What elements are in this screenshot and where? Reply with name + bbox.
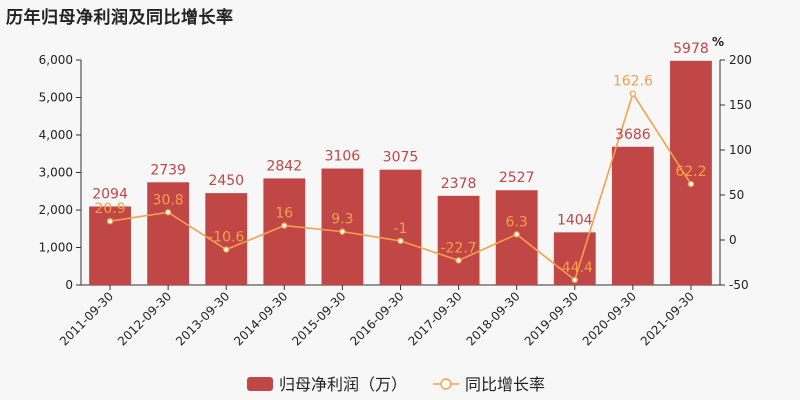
bar-data-label: 2378 bbox=[441, 176, 477, 192]
x-tick-label: 2011-09-30 bbox=[57, 289, 116, 348]
growth-data-label: 6.3 bbox=[506, 214, 528, 230]
growth-point bbox=[687, 180, 695, 188]
y-right-tick-label: -50 bbox=[729, 278, 749, 292]
y-left-tick-label: 2,000 bbox=[39, 203, 73, 217]
growth-data-label: -22.7 bbox=[440, 240, 476, 256]
y-left-tick-label: 5,000 bbox=[39, 91, 73, 105]
bar bbox=[495, 190, 538, 285]
y-left-tick-label: 4,000 bbox=[39, 128, 73, 142]
x-tick-label: 2017-09-30 bbox=[405, 289, 464, 348]
bar bbox=[379, 169, 422, 285]
growth-data-label: 30.8 bbox=[153, 192, 184, 208]
bar-data-label: 2094 bbox=[92, 186, 128, 202]
bar-data-label: 2450 bbox=[208, 173, 244, 189]
growth-data-label: -1 bbox=[394, 221, 408, 237]
bar bbox=[670, 60, 712, 286]
bar-data-label: 3686 bbox=[615, 127, 651, 143]
x-tick-label: 2021-09-30 bbox=[638, 289, 697, 348]
x-tick-label: 2018-09-30 bbox=[464, 289, 523, 348]
x-tick-label: 2014-09-30 bbox=[231, 289, 290, 348]
x-tick-label: 2019-09-30 bbox=[522, 289, 581, 348]
bar bbox=[205, 193, 248, 285]
growth-point bbox=[339, 228, 346, 235]
growth-data-label: 9.3 bbox=[331, 212, 353, 228]
x-tick-label: 2020-09-30 bbox=[580, 289, 639, 348]
x-tick-label: 2016-09-30 bbox=[347, 289, 406, 348]
growth-point bbox=[513, 231, 520, 238]
legend-line-marker bbox=[440, 378, 452, 390]
growth-point bbox=[397, 237, 404, 245]
y-right-tick-label: 150 bbox=[729, 98, 752, 112]
bar-data-label: 1404 bbox=[557, 212, 593, 228]
growth-data-label: 162.6 bbox=[613, 74, 653, 90]
legend-bar-label: 归母净利润（万） bbox=[279, 375, 407, 394]
y-right-tick-label: 100 bbox=[729, 143, 752, 157]
growth-point bbox=[281, 222, 288, 229]
x-tick-label: 2015-09-30 bbox=[289, 289, 348, 348]
y-right-unit-label: % bbox=[712, 35, 724, 49]
y-right-tick-label: 50 bbox=[729, 188, 744, 202]
y-left-tick-label: 0 bbox=[65, 278, 73, 292]
bar bbox=[437, 195, 480, 285]
bar bbox=[321, 168, 364, 285]
growth-point bbox=[455, 257, 462, 264]
bar-data-label: 3075 bbox=[383, 150, 419, 166]
bar bbox=[553, 232, 596, 285]
x-tick-label: 2013-09-30 bbox=[173, 289, 232, 348]
growth-point bbox=[106, 217, 114, 225]
bar-data-label: 5978 bbox=[673, 41, 709, 57]
growth-data-label: -44.4 bbox=[557, 260, 593, 276]
chart-title: 历年归母净利润及同比增长率 bbox=[6, 8, 234, 28]
growth-data-label: -10.6 bbox=[208, 230, 244, 246]
legend-bar-swatch bbox=[247, 377, 273, 391]
y-right-tick-label: 200 bbox=[729, 53, 752, 67]
bar bbox=[611, 146, 654, 285]
x-tick-label: 2012-09-30 bbox=[115, 289, 174, 348]
growth-point bbox=[223, 246, 230, 253]
bar-data-label: 2842 bbox=[266, 158, 302, 174]
bar-data-label: 2527 bbox=[499, 170, 535, 186]
legend-line-label: 同比增长率 bbox=[465, 375, 545, 394]
y-left-tick-label: 1,000 bbox=[39, 241, 73, 255]
y-left-tick-label: 6,000 bbox=[39, 53, 73, 67]
growth-data-label: 20.9 bbox=[94, 201, 125, 217]
growth-point bbox=[629, 90, 637, 97]
bar-data-label: 3106 bbox=[325, 149, 361, 165]
growth-point bbox=[164, 209, 172, 216]
growth-data-label: 16 bbox=[275, 206, 293, 222]
y-right-tick-label: 0 bbox=[729, 233, 737, 247]
bar bbox=[147, 182, 190, 285]
bar-data-label: 2739 bbox=[150, 162, 186, 178]
growth-data-label: 62.2 bbox=[675, 164, 706, 180]
growth-point bbox=[571, 276, 578, 284]
y-left-tick-label: 3,000 bbox=[39, 166, 73, 180]
